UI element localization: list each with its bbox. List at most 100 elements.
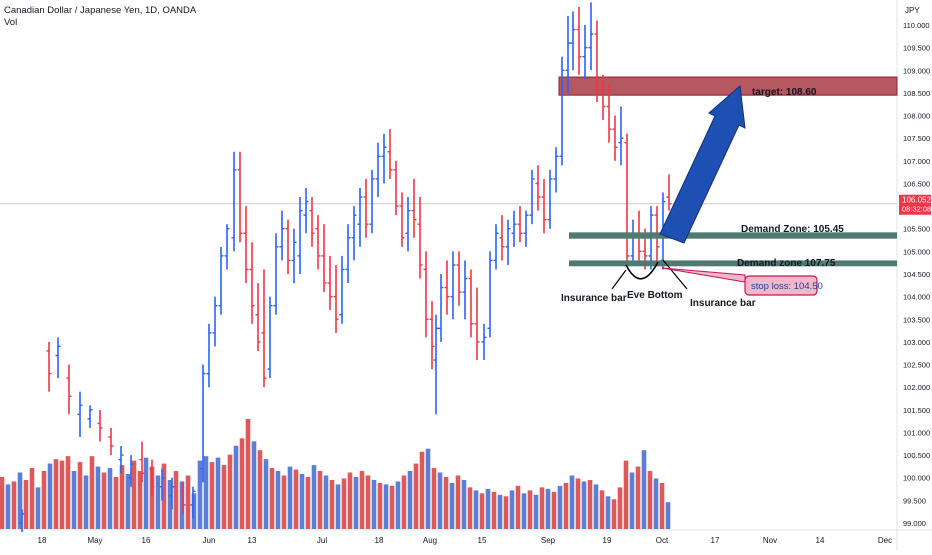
volume-bar	[491, 491, 497, 529]
ohlc-bar	[159, 468, 165, 501]
ohlc-bar	[321, 224, 327, 293]
volume-bar	[59, 460, 65, 529]
ohlc-bar	[128, 455, 134, 487]
price-tick-label: 100.000	[903, 474, 930, 483]
ohlc-bar	[547, 169, 553, 229]
ohlc-bar	[149, 459, 155, 496]
volume-bar	[347, 472, 353, 529]
volume-bar	[23, 479, 29, 529]
ohlc-bar	[249, 242, 255, 324]
ohlc-bar	[417, 197, 423, 279]
ohlc-bar	[212, 296, 218, 347]
volume-bar	[263, 459, 269, 529]
volume-bar	[587, 479, 593, 529]
ohlc-bar	[303, 187, 309, 234]
ohlc-bar	[77, 391, 83, 437]
price-tick-label: 99.500	[903, 496, 926, 505]
eve-bottom-curve	[625, 261, 659, 280]
volume-bar	[191, 493, 197, 529]
price-tick-label: 110.000	[903, 21, 930, 30]
ohlc-bar	[405, 197, 411, 252]
volume-bars	[0, 419, 671, 529]
ohlc-bar	[108, 427, 114, 456]
price-axis[interactable]: 110.000 109.500 109.000 108.500 108.000 107.5…	[903, 21, 930, 528]
ohlc-bar	[570, 11, 576, 71]
ohlc-bar	[218, 246, 224, 315]
volume-bar	[575, 478, 581, 529]
ohlc-bar	[481, 323, 487, 361]
time-tick-label: 13	[248, 536, 257, 545]
volume-bar	[647, 471, 653, 529]
price-tick-label: 108.000	[903, 112, 930, 121]
volume-bar	[185, 475, 191, 529]
price-tick-label: 103.000	[903, 338, 930, 347]
stop-loss-label: stop loss: 104.50	[751, 281, 823, 292]
price-tick-label: 101.000	[903, 428, 930, 437]
ohlc-bar	[279, 210, 285, 261]
last-price-badge	[899, 194, 931, 215]
volume-bar	[599, 490, 605, 529]
volume-bar	[431, 468, 437, 529]
ohlc-bar	[624, 133, 630, 265]
demand-zone-2[interactable]	[569, 260, 897, 267]
volume-bar	[635, 466, 641, 529]
ohlc-bar	[438, 274, 444, 342]
volume-bar	[173, 471, 179, 529]
volume-bar	[125, 474, 131, 529]
ohlc-bar	[594, 20, 600, 102]
volume-bar	[563, 482, 569, 529]
volume-bar	[11, 481, 17, 529]
price-tick-label: 99.000	[903, 519, 926, 528]
last-price-value: 106.052	[902, 196, 931, 205]
volume-bar	[473, 490, 479, 529]
time-tick-label: Sep	[541, 536, 556, 545]
ohlc-bar	[541, 178, 547, 234]
time-tick-label: Nov	[763, 536, 777, 545]
ohlc-bar	[553, 147, 559, 193]
volume-bar	[551, 491, 557, 529]
volume-bar	[617, 487, 623, 529]
volume-bar	[71, 471, 77, 529]
ohlc-bar	[387, 129, 393, 179]
volume-bar	[593, 484, 599, 529]
stop-loss-callout[interactable]	[744, 275, 818, 296]
price-tick-label: 102.000	[903, 383, 930, 392]
price-tick-label: 104.500	[903, 270, 930, 279]
volume-bar	[269, 468, 275, 529]
volume-bar	[425, 448, 431, 529]
volume-bar	[539, 487, 545, 529]
ohlc-bar	[261, 269, 267, 388]
ohlc-bar	[429, 301, 435, 370]
price-tick-label: 107.000	[903, 157, 930, 166]
price-tick-label: 106.500	[903, 179, 930, 188]
volume-bar	[353, 476, 359, 529]
ohlc-bar	[612, 115, 618, 161]
demand-zone-1[interactable]	[569, 232, 897, 239]
target-zone[interactable]	[558, 76, 898, 96]
ohlc-bar	[666, 174, 672, 211]
volume-bar	[395, 481, 401, 529]
ohlc-bar	[139, 441, 145, 483]
ohlc-bar	[243, 206, 249, 284]
volume-bar	[449, 482, 455, 529]
time-tick-label: Dec	[878, 536, 892, 545]
price-tick-label: 105.500	[903, 225, 930, 234]
ohlc-bar	[474, 287, 480, 361]
ohlc-bar	[315, 215, 321, 270]
volume-bar	[227, 454, 233, 529]
target-arrow-icon[interactable]	[659, 85, 746, 244]
ohlc-bar	[87, 405, 93, 428]
volume-bar	[155, 475, 161, 529]
ohlc-bar	[535, 165, 541, 211]
time-axis[interactable]: 18 May 16 Jun 13 Jul 18 Aug 15 Sep 19 Oct 17 Nov 14 Dec	[38, 536, 893, 545]
volume-bar	[413, 463, 419, 529]
volume-bar	[107, 468, 113, 529]
volume-bar	[83, 475, 89, 529]
ohlc-bar	[333, 264, 339, 333]
volume-bar	[311, 465, 317, 529]
ohlc-bar	[297, 197, 303, 274]
ohlc-bar	[46, 341, 52, 392]
ohlc-bar	[582, 25, 588, 80]
